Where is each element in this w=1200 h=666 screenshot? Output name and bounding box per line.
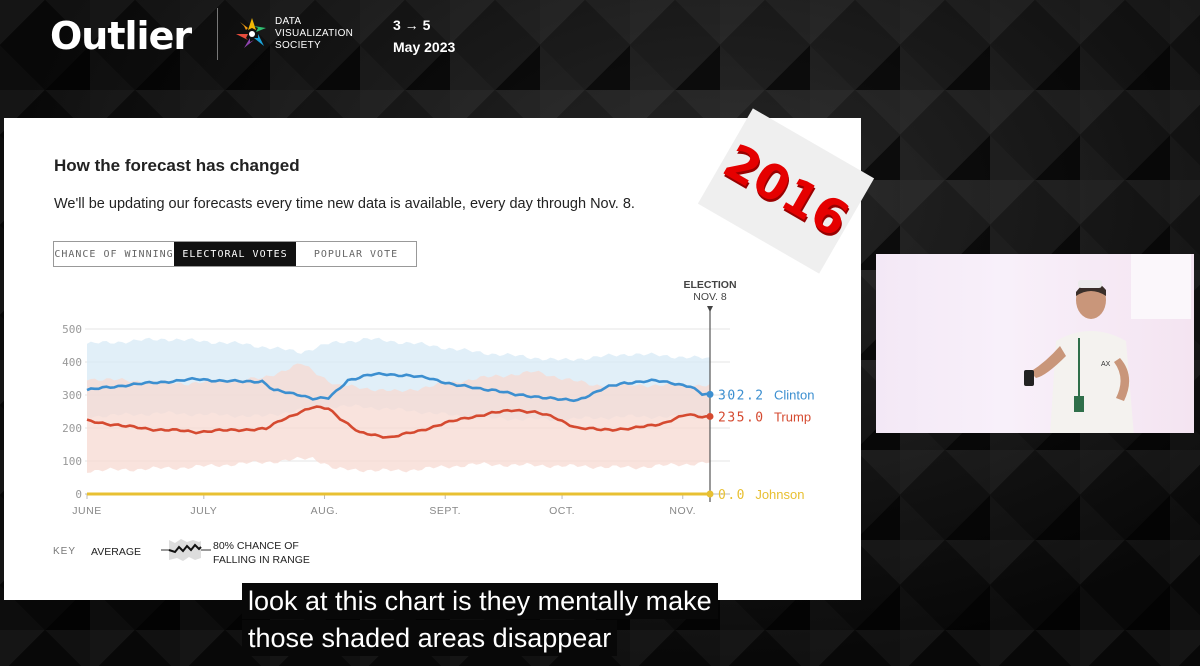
x-tick-label: OCT. (549, 505, 575, 517)
y-tick-label: 0 (75, 488, 82, 501)
event-dates: 3 → 5 May 2023 (393, 14, 455, 58)
caption-line-2: those shaded areas disappear (242, 620, 618, 656)
election-date-label: NOV. 8 (693, 291, 727, 303)
x-tick-label: JUNE (72, 505, 101, 517)
trump-value-label: 235.0 Trump (718, 409, 811, 425)
clinton-value-label: 302.2 Clinton (718, 387, 814, 403)
slide-subtitle: We'll be updating our forecasts every ti… (54, 196, 635, 212)
x-tick-label: NOV. (669, 505, 696, 517)
tab-popular-vote[interactable]: POPULAR VOTE (313, 248, 399, 260)
y-tick-label: 100 (62, 455, 82, 468)
dvs-name: DATA VISUALIZATION SOCIETY (275, 16, 353, 52)
event-month: May 2023 (393, 39, 456, 55)
slide-title: How the forecast has changed (54, 156, 300, 175)
y-tick-label: 300 (62, 389, 82, 402)
x-tick-label: SEPT. (429, 505, 461, 517)
chart-tabs: CHANCE OF WINNING ELECTORAL VOTES POPULA… (53, 241, 417, 267)
key-average-label: AVERAGE (91, 546, 141, 558)
key-label: KEY (53, 546, 77, 557)
svg-text:AX: AX (1101, 361, 1111, 368)
org-line-3: SOCIETY (275, 40, 321, 51)
trump-average-line (86, 405, 711, 439)
key-range-label: 80% CHANCE OF FALLING IN RANGE (213, 540, 310, 566)
y-tick-label: 200 (62, 422, 82, 435)
speaker-video: AX (876, 254, 1194, 433)
clinton-average-line (86, 371, 711, 403)
forecast-chart: 0 100 200 300 400 500 JUNE JULY AUG. SEPT. OCT. NOV… (62, 279, 814, 517)
johnson-end-point (706, 490, 714, 498)
org-line-1: DATA (275, 16, 302, 27)
event-day-range: 3 → 5 (393, 17, 431, 33)
speaker-figure: AX (1024, 280, 1134, 433)
key-range-icon (161, 539, 211, 561)
dvs-logo-icon (236, 18, 266, 48)
caption-line-1: look at this chart is they mentally make (242, 583, 718, 619)
slide: How the forecast has changed We'll be up… (4, 108, 875, 600)
election-marker-arrow (707, 306, 713, 312)
trump-end-point (706, 412, 714, 420)
tab-chance-of-winning[interactable]: CHANCE OF WINNING (54, 248, 174, 260)
y-tick-label: 400 (62, 356, 82, 369)
johnson-value-label: 0.0 Johnson (718, 487, 804, 503)
clinton-end-point (706, 390, 714, 398)
video-light (1131, 254, 1191, 319)
x-tick-label: AUG. (311, 505, 339, 517)
election-label: ELECTION (683, 279, 736, 291)
trump-range-band (87, 363, 710, 473)
x-tick-label: JULY (190, 505, 217, 517)
outlier-logo: Outlier (50, 14, 192, 58)
header-divider (217, 8, 218, 60)
org-line-2: VISUALIZATION (275, 28, 354, 39)
y-tick-label: 500 (62, 323, 82, 336)
tab-electoral-votes[interactable]: ELECTORAL VOTES (174, 242, 296, 266)
